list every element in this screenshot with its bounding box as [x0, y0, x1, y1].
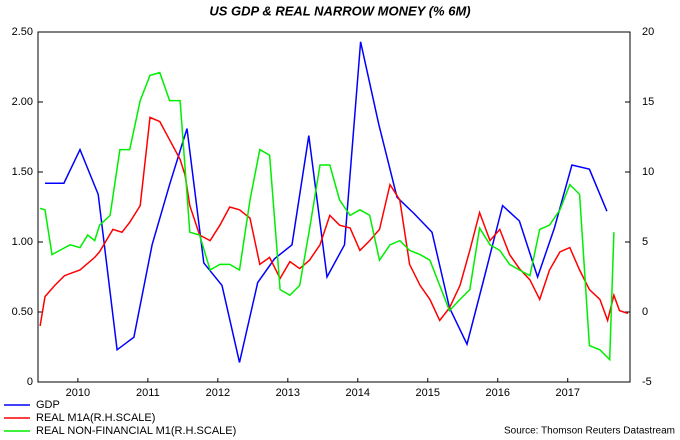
- x-tick-label: 2013: [276, 387, 300, 399]
- x-tick-label: 2016: [486, 387, 510, 399]
- y2-tick-label: 5: [642, 236, 648, 248]
- x-tick-label: 2012: [206, 387, 230, 399]
- y2-tick-label: 10: [642, 166, 654, 178]
- legend-label: REAL NON-FINANCIAL M1(R.H.SCALE): [36, 425, 236, 437]
- x-tick-label: 2015: [416, 387, 440, 399]
- y-tick-label: 2.00: [12, 96, 33, 108]
- y2-tick-label: 15: [642, 96, 654, 108]
- plot-frame: [37, 31, 631, 383]
- chart-title: US GDP & REAL NARROW MONEY (% 6M): [209, 3, 470, 18]
- series-line: [45, 41, 608, 363]
- y-tick-label: 0: [27, 376, 33, 388]
- y2-tick-label: 0: [642, 306, 648, 318]
- legend-label: GDP: [36, 399, 60, 411]
- y-tick-label: 1.00: [12, 236, 33, 248]
- y-tick-label: 2.50: [12, 26, 33, 38]
- x-tick-label: 2011: [136, 387, 160, 399]
- legend-label: REAL M1A(R.H.SCALE): [36, 412, 155, 424]
- y2-tick-label: 20: [642, 26, 654, 38]
- source-note: Source: Thomson Reuters Datastream: [504, 426, 675, 437]
- x-tick-label: 2010: [66, 387, 90, 399]
- y-tick-label: 0.50: [12, 306, 33, 318]
- y2-tick-label: -5: [642, 376, 652, 388]
- x-tick-label: 2014: [346, 387, 370, 399]
- x-tick-label: 2017: [555, 387, 579, 399]
- series-line: [39, 71, 615, 362]
- y-tick-label: 1.50: [12, 166, 33, 178]
- series-line: [39, 116, 629, 327]
